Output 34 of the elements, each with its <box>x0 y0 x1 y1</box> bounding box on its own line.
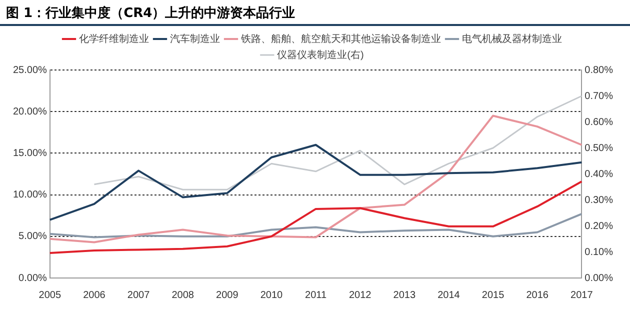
x-tick-label: 2005 <box>38 290 62 301</box>
x-tick-label: 2016 <box>526 290 549 301</box>
x-tick-label: 2012 <box>348 290 372 301</box>
y2-tick-label: 0.30% <box>584 194 614 206</box>
y2-tick-label: 0.50% <box>584 142 614 154</box>
legend-label: 化学纤维制造业 <box>79 32 149 45</box>
y2-tick-label: 0.60% <box>584 116 614 128</box>
y-tick-label: 10.00% <box>12 190 48 201</box>
x-tick-label: 2008 <box>172 290 194 301</box>
x-tick-label: 2010 <box>260 290 284 301</box>
x-tick-label: 2009 <box>216 290 239 301</box>
legend-label: 铁路、船舶、航空航天和其他运输设备制造业 <box>240 32 441 45</box>
x-tick-label: 2017 <box>570 290 594 301</box>
y2-tick-label: 0.00% <box>584 272 614 284</box>
x-tick-label: 2014 <box>438 290 460 301</box>
legend-label: 汽车制造业 <box>170 32 220 45</box>
y-tick-label: 5.00% <box>18 231 48 242</box>
y2-tick-label: 0.20% <box>584 220 614 232</box>
legend-label: 仪器仪表制造业(右) <box>277 48 364 61</box>
x-tick-label: 2015 <box>482 290 505 301</box>
x-tick-label: 2006 <box>83 290 106 301</box>
x-tick-label: 2011 <box>305 290 327 301</box>
y-tick-label: 25.00% <box>12 64 48 76</box>
y2-tick-label: 0.70% <box>584 90 614 102</box>
y-tick-label: 20.00% <box>12 106 48 118</box>
chart-title: 图 1：行业集中度（CR4）上升的中游资本品行业 <box>0 0 630 26</box>
y2-tick-label: 0.40% <box>584 168 614 180</box>
x-tick-label: 2007 <box>127 290 150 301</box>
x-tick-label: 2013 <box>393 290 416 301</box>
y2-tick-label: 0.80% <box>584 64 614 76</box>
legend-label: 电气机械及器材制造业 <box>462 32 562 45</box>
y2-tick-label: 0.10% <box>584 246 614 258</box>
y-tick-label: 15.00% <box>12 148 48 159</box>
y-tick-label: 0.00% <box>18 272 48 284</box>
